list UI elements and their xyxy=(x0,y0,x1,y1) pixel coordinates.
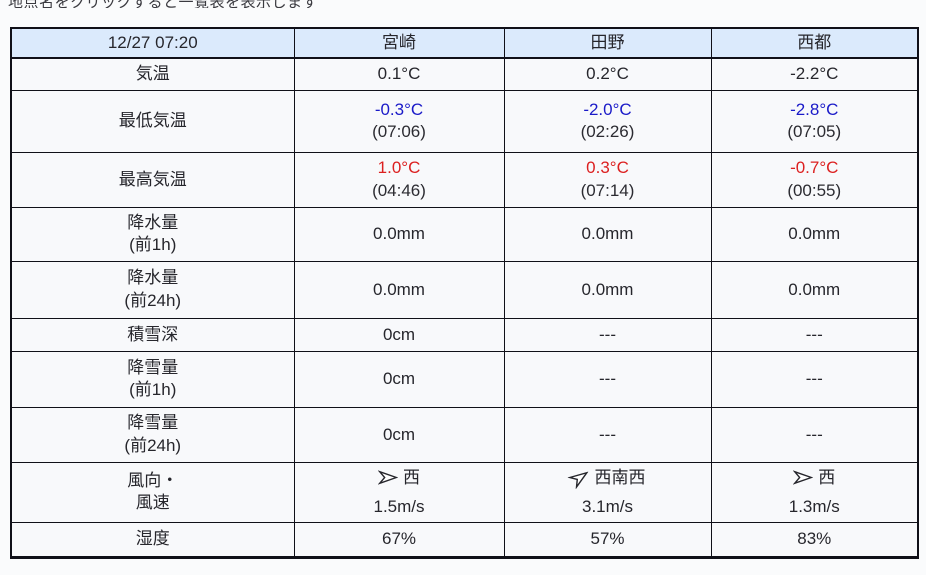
row-label-min-temperature: 最低気温 xyxy=(10,89,295,153)
max-temperature-cell: 0.3°C (07:14) xyxy=(503,151,712,208)
row-label-snowfall-24h: 降雪量 (前24h) xyxy=(10,406,295,463)
row-label-snowfall-1h: 降雪量 (前1h) xyxy=(10,350,295,408)
snowfall-1h-cell: --- xyxy=(503,350,712,408)
row-label-line2: (前1h) xyxy=(129,380,177,399)
min-temperature-row: 最低気温 -0.3°C (07:06) -2.0°C (02:26) -2.8°… xyxy=(10,89,919,153)
max-temp-time: (00:55) xyxy=(787,180,842,200)
wind-row: 風向・ 風速 西 1.5m/s 西南西 3.1m/s xyxy=(10,461,919,523)
min-temp-value: -0.3°C xyxy=(374,99,424,119)
wind-cell-saito: 西 1.3m/s xyxy=(710,461,919,523)
row-label-wind: 風向・ 風速 xyxy=(10,461,295,523)
min-temp-time: (07:06) xyxy=(372,122,426,141)
precipitation-24h-row: 降水量 (前24h) 0.0mm 0.0mm 0.0mm xyxy=(10,260,919,319)
snowfall-24h-cell: --- xyxy=(710,406,919,463)
snow-depth-cell: --- xyxy=(710,317,919,352)
max-temp-value: -0.7°C xyxy=(790,158,839,178)
min-temp-time: (07:05) xyxy=(787,122,842,141)
snow-depth-row: 積雪深 0cm --- --- xyxy=(10,317,919,352)
row-label-line1: 降雪量 xyxy=(127,357,179,377)
row-label-line2: (前24h) xyxy=(124,290,182,310)
wind-direction-east-arrow-icon xyxy=(793,470,814,485)
wind-direction-east-arrow-icon xyxy=(378,470,398,485)
humidity-cell: 67% xyxy=(293,521,505,558)
wind-speed-label: 3.1m/s xyxy=(581,496,634,516)
max-temperature-row: 最高気温 1.0°C (04:46) 0.3°C (07:14) -0.7°C … xyxy=(10,151,919,208)
max-temp-value: 1.0°C xyxy=(377,158,421,178)
humidity-row: 湿度 67% 57% 83% xyxy=(10,521,919,558)
max-temperature-cell: 1.0°C (04:46) xyxy=(293,151,505,208)
snow-depth-cell: --- xyxy=(503,317,712,352)
temperature-row: 気温 0.1°C 0.2°C -2.2°C xyxy=(10,57,919,91)
station-header-tano[interactable]: 田野 xyxy=(503,27,712,59)
min-temperature-cell: -0.3°C (07:06) xyxy=(293,89,505,153)
row-label-humidity: 湿度 xyxy=(10,521,295,558)
temperature-value-cell: 0.2°C xyxy=(503,57,712,91)
hint-text-label: 地点名をクリックすると一覧表を表示します xyxy=(8,0,926,8)
row-label-line1: 風向・ xyxy=(127,470,179,490)
snowfall-1h-cell: 0cm xyxy=(293,350,505,408)
precipitation-1h-cell: 0.0mm xyxy=(503,206,712,262)
row-label-snow-depth: 積雪深 xyxy=(10,317,295,352)
precipitation-24h-cell: 0.0mm xyxy=(710,260,919,319)
min-temp-value: -2.8°C xyxy=(790,99,839,119)
min-temp-value: -2.0°C xyxy=(583,99,632,119)
clipped-hint-text: 地点名をクリックすると一覧表を表示します xyxy=(0,0,926,8)
station-header-saito[interactable]: 西都 xyxy=(710,27,919,59)
row-label-line2: 風速 xyxy=(135,493,170,512)
row-label-line1: 降水量 xyxy=(127,212,179,232)
max-temp-time: (07:14) xyxy=(580,180,635,200)
wind-direction-label: 西 xyxy=(818,467,836,487)
max-temp-value: 0.3°C xyxy=(586,158,629,178)
snowfall-1h-row: 降雪量 (前1h) 0cm --- --- xyxy=(10,350,919,408)
wind-speed-label: 1.5m/s xyxy=(373,496,425,516)
row-label-precipitation-1h: 降水量 (前1h) xyxy=(10,206,295,262)
min-temp-time: (02:26) xyxy=(580,122,635,141)
temperature-value-cell: -2.2°C xyxy=(710,57,919,91)
max-temp-time: (04:46) xyxy=(372,180,426,200)
wind-direction-east-northeast-arrow-icon xyxy=(567,471,589,490)
wind-speed-label: 1.3m/s xyxy=(788,496,840,516)
wind-direction-label: 西 xyxy=(403,467,420,487)
row-label-max-temperature: 最高気温 xyxy=(10,151,295,208)
wind-direction-label: 西南西 xyxy=(594,467,646,487)
min-temperature-cell: -2.8°C (07:05) xyxy=(710,89,919,153)
precipitation-1h-cell: 0.0mm xyxy=(293,206,505,262)
weather-observation-table: 12/27 07:20 宮崎 田野 西都 気温 0.1°C 0.2°C -2.2… xyxy=(10,27,919,559)
row-label-temperature: 気温 xyxy=(10,57,295,91)
observation-datetime: 12/27 07:20 xyxy=(10,27,295,59)
precipitation-24h-cell: 0.0mm xyxy=(503,260,712,319)
min-temperature-cell: -2.0°C (02:26) xyxy=(503,89,712,153)
precipitation-1h-cell: 0.0mm xyxy=(710,206,919,262)
wind-cell-miyazaki: 西 1.5m/s xyxy=(293,461,505,523)
station-header-miyazaki[interactable]: 宮崎 xyxy=(293,27,505,59)
row-label-precipitation-24h: 降水量 (前24h) xyxy=(10,260,295,319)
snow-depth-cell: 0cm xyxy=(293,317,505,352)
row-label-line2: (前1h) xyxy=(129,235,177,254)
humidity-cell: 83% xyxy=(710,521,919,558)
row-label-line1: 降雪量 xyxy=(127,413,179,433)
snowfall-24h-cell: 0cm xyxy=(293,406,505,463)
precipitation-24h-cell: 0.0mm xyxy=(293,260,505,319)
precipitation-1h-row: 降水量 (前1h) 0.0mm 0.0mm 0.0mm xyxy=(10,206,919,262)
snowfall-24h-row: 降雪量 (前24h) 0cm --- --- xyxy=(10,406,919,463)
humidity-cell: 57% xyxy=(503,521,712,558)
table-header-row: 12/27 07:20 宮崎 田野 西都 xyxy=(10,27,919,59)
snowfall-24h-cell: --- xyxy=(503,406,712,463)
row-label-line1: 降水量 xyxy=(127,268,179,288)
row-label-line2: (前24h) xyxy=(124,435,182,455)
temperature-value-cell: 0.1°C xyxy=(293,57,505,91)
wind-cell-tano: 西南西 3.1m/s xyxy=(503,461,712,523)
snowfall-1h-cell: --- xyxy=(710,350,919,408)
max-temperature-cell: -0.7°C (00:55) xyxy=(710,151,919,208)
